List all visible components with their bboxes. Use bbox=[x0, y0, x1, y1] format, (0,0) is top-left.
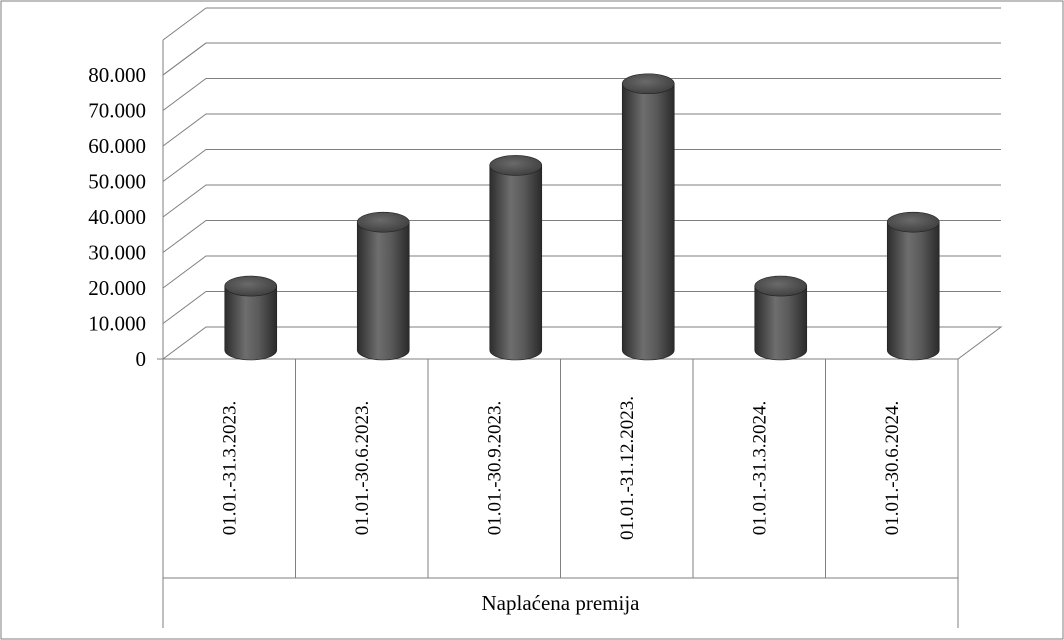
gridline bbox=[162, 113, 1001, 147]
y-tick-label: 70.000 bbox=[88, 99, 146, 123]
bar-top bbox=[621, 73, 675, 95]
bar-body bbox=[224, 285, 278, 361]
bar-body bbox=[489, 165, 543, 361]
gridline bbox=[162, 291, 1001, 324]
bar-body bbox=[886, 221, 940, 361]
gridline bbox=[162, 220, 1001, 253]
bar-body bbox=[356, 221, 410, 361]
category-label: 01.01.-31.3.2023. bbox=[219, 401, 240, 536]
y-tick-label: 0 bbox=[136, 347, 147, 371]
y-tick-label: 50.000 bbox=[88, 170, 146, 194]
gridline bbox=[162, 149, 1001, 182]
bar-top bbox=[754, 275, 808, 297]
bar-top bbox=[224, 275, 278, 297]
bar bbox=[886, 211, 940, 361]
y-tick-label: 30.000 bbox=[88, 241, 146, 265]
bar-body bbox=[621, 83, 675, 361]
category-label: 01.01.-31.12.2023. bbox=[617, 396, 638, 540]
bar-body bbox=[754, 285, 808, 361]
bar-top bbox=[356, 211, 410, 233]
chart-floor bbox=[161, 326, 1003, 360]
bar bbox=[489, 155, 543, 361]
y-tick-label: 20.000 bbox=[88, 276, 146, 300]
category-label: 01.01.-30.9.2023. bbox=[484, 401, 505, 536]
category-label: 01.01.-31.3.2024. bbox=[749, 401, 770, 536]
category-label: 01.01.-30.6.2023. bbox=[352, 401, 373, 536]
bar-top bbox=[489, 155, 543, 176]
gridlines bbox=[157, 7, 1001, 360]
gridline bbox=[162, 7, 207, 41]
category-table bbox=[162, 358, 959, 628]
bar bbox=[356, 211, 410, 361]
gridline bbox=[162, 184, 1001, 218]
y-tick-label: 10.000 bbox=[88, 312, 146, 336]
y-tick-label: 60.000 bbox=[88, 134, 146, 158]
y-axis-ticks: 0 10.000 20.000 30.000 40.000 50.000 60.000 70.… bbox=[88, 63, 146, 371]
floor-outline bbox=[161, 326, 1003, 360]
bar bbox=[224, 275, 278, 361]
gridline bbox=[162, 78, 1001, 111]
y-tick-label: 40.000 bbox=[88, 205, 146, 229]
category-label: 01.01.-30.6.2024. bbox=[882, 401, 903, 536]
bar bbox=[621, 73, 675, 361]
category-labels: 01.01.-31.3.2023. 01.01.-30.6.2023. 01.01.… bbox=[219, 396, 903, 540]
bar-top bbox=[886, 211, 940, 233]
y-tick-label: 80.000 bbox=[88, 63, 146, 87]
x-axis-title: Naplaćena premija bbox=[482, 591, 641, 615]
bar bbox=[754, 275, 808, 361]
gridline bbox=[162, 42, 207, 76]
bars bbox=[224, 73, 940, 361]
gridline bbox=[162, 42, 1001, 76]
gridline bbox=[162, 255, 1001, 289]
